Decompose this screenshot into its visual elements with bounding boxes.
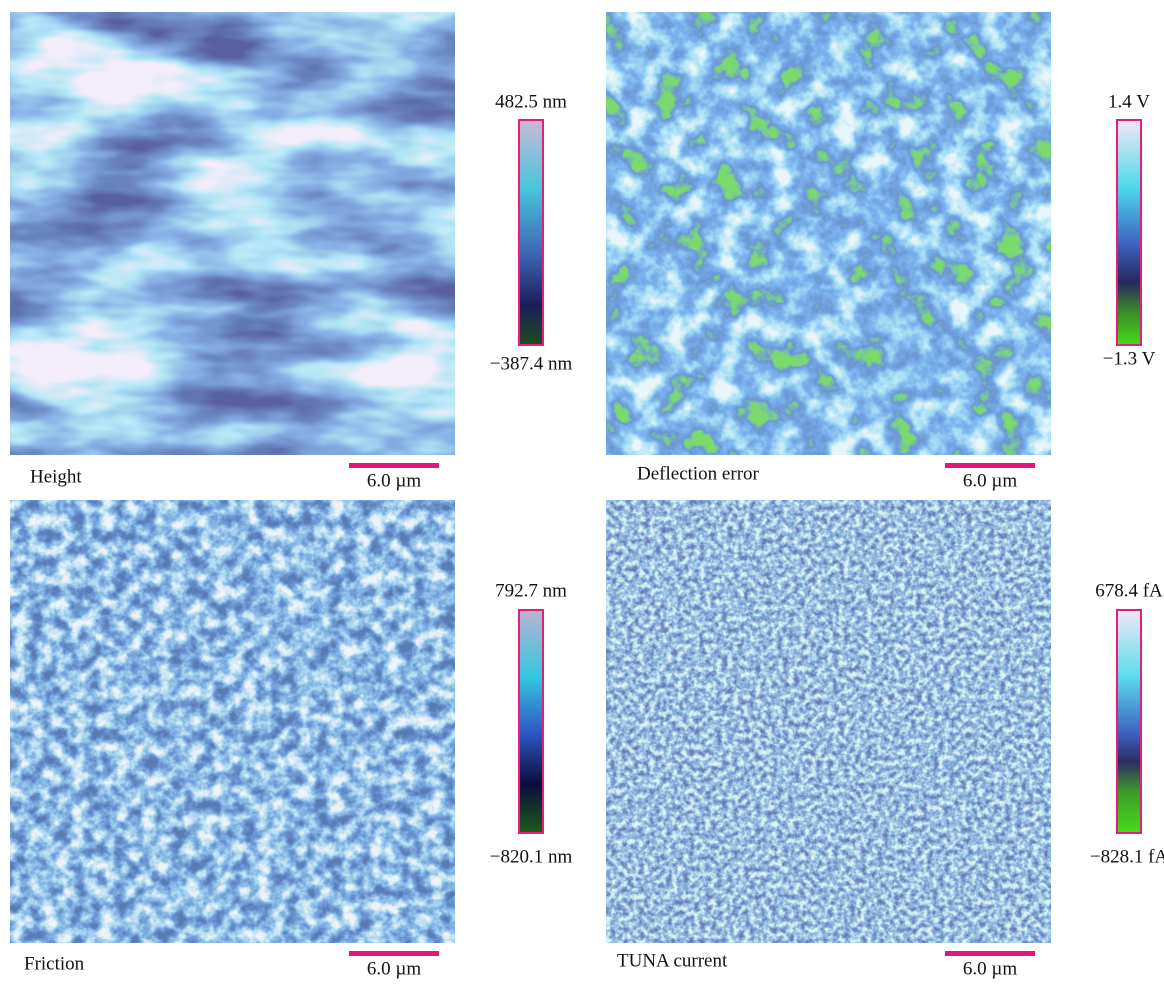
scale-bar [349, 951, 439, 956]
color-bar-max: 482.5 nm [495, 91, 567, 112]
color-bar-max: 1.4 V [1108, 91, 1150, 112]
color-bar [1117, 120, 1141, 345]
color-bar-min: −828.1 fA [1090, 846, 1164, 867]
afm-image [10, 500, 455, 943]
scale-label: 6.0 µm [367, 470, 421, 491]
color-bar [519, 120, 543, 345]
panel-label: Deflection error [637, 463, 760, 484]
scale-label: 6.0 µm [963, 958, 1017, 979]
scale-label: 6.0 µm [367, 958, 421, 979]
color-bar-max: 678.4 fA [1095, 580, 1163, 601]
scale-bar [945, 951, 1035, 956]
scale-bar [945, 463, 1035, 468]
color-bar [1117, 610, 1141, 833]
panel-label: Friction [24, 953, 85, 974]
figure: 482.5 nm −387.4 nm 6.0 µm Height 1.4 V −1.3 V… [0, 0, 1164, 985]
panel-label: TUNA current [617, 950, 728, 971]
panel-label: Height [30, 466, 82, 487]
color-bar-min: −820.1 nm [490, 846, 573, 867]
color-bar-min: −1.3 V [1103, 348, 1156, 369]
page: 482.5 nm −387.4 nm 6.0 µm Height 1.4 V −1.3 V… [0, 0, 1164, 985]
color-bar [519, 610, 543, 833]
scale-bar [349, 463, 439, 468]
afm-image [606, 500, 1051, 943]
color-bar-min: −387.4 nm [490, 353, 573, 374]
afm-image [606, 12, 1051, 455]
scale-label: 6.0 µm [963, 470, 1017, 491]
afm-image [10, 12, 455, 455]
color-bar-max: 792.7 nm [495, 580, 567, 601]
